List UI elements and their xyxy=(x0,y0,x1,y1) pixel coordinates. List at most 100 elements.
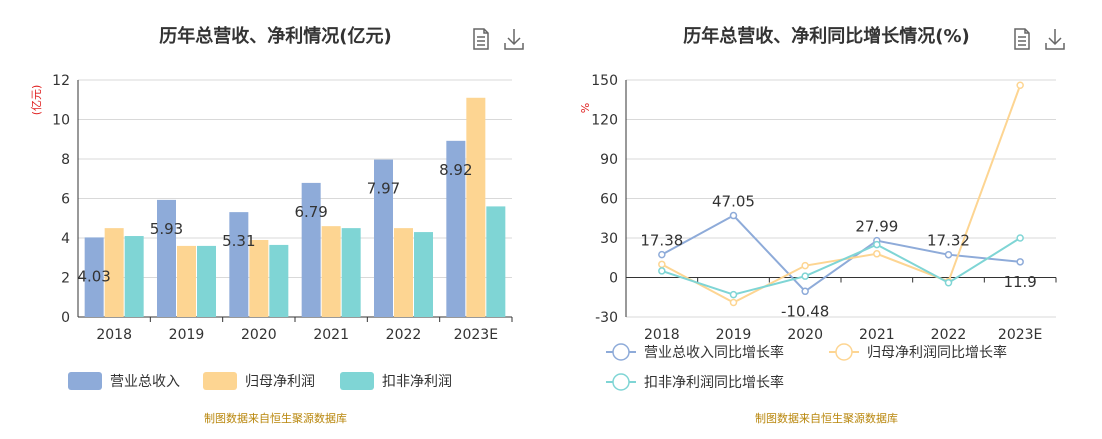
y-tick-label: 12 xyxy=(52,73,70,89)
x-tick-label: 2018 xyxy=(644,327,680,343)
bar xyxy=(414,232,433,317)
x-tick-label: 2021 xyxy=(313,327,349,343)
data-label: 47.05 xyxy=(712,193,755,211)
bar xyxy=(229,212,249,317)
x-tick-label: 2018 xyxy=(96,327,132,343)
bar xyxy=(486,206,506,317)
data-label: -10.48 xyxy=(781,302,829,320)
data-label: 5.31 xyxy=(222,232,255,250)
x-tick-label: 2022 xyxy=(931,327,967,343)
left-chart-panel: 历年总营收、净利情况(亿元) (亿元) 0 2 4 6 8 10 12 2018 4.03 2019… xyxy=(30,26,525,425)
legend-label: 归母净利润同比增长率 xyxy=(867,344,1007,361)
y-tick-label: 4 xyxy=(61,231,70,247)
footer-source: 制图数据来自恒生聚源数据库 xyxy=(755,412,898,425)
y-tick-label: 30 xyxy=(600,231,618,247)
bar xyxy=(341,228,361,317)
legend-label: 归母净利润 xyxy=(245,373,315,390)
legend-swatch xyxy=(203,372,237,390)
data-point xyxy=(1016,81,1024,90)
bar xyxy=(466,97,486,318)
y-tick-label: 120 xyxy=(591,113,618,129)
data-label: 17.38 xyxy=(640,232,683,250)
chart-title: 历年总营收、净利情况(亿元) xyxy=(159,26,392,47)
bar xyxy=(84,237,104,317)
legend-label: 扣非净利润 xyxy=(382,374,452,390)
data-label: 8.92 xyxy=(439,161,472,179)
download-icon[interactable] xyxy=(503,27,525,51)
bar xyxy=(374,159,393,317)
bar xyxy=(446,140,466,317)
series-line xyxy=(661,237,1021,296)
bar-chart: (亿元) 0 2 4 6 8 10 12 2018 4.03 2019 5.93 2020 5.31 202… xyxy=(30,73,513,390)
data-label: 6.79 xyxy=(294,203,327,221)
bar xyxy=(124,236,144,317)
x-tick-label: 2019 xyxy=(169,327,205,343)
series-line xyxy=(661,214,1021,293)
data-point xyxy=(729,298,738,307)
y-axis-label: (亿元) xyxy=(30,85,43,116)
x-tick-label: 2020 xyxy=(241,327,277,343)
bar xyxy=(177,245,196,317)
y-tick-label: 8 xyxy=(61,152,70,168)
document-icon[interactable] xyxy=(470,27,492,51)
bar xyxy=(269,244,289,317)
y-tick-label: 60 xyxy=(600,192,618,208)
data-point xyxy=(801,287,809,296)
data-label: 7.97 xyxy=(367,180,400,198)
bar xyxy=(249,239,269,317)
legend-label: 营业总收入 xyxy=(110,374,180,390)
bar xyxy=(394,228,413,317)
right-chart-panel: 历年总营收、净利同比增长情况(%) % -30 0 30 60 90 120 150 2018 2… xyxy=(551,0,1102,439)
y-tick-label: 2 xyxy=(61,271,70,287)
data-point xyxy=(658,267,666,275)
footer-source: 制图数据来自恒生聚源数据库 xyxy=(204,412,347,425)
x-tick-label: 2019 xyxy=(716,327,752,343)
y-tick-label: 10 xyxy=(52,113,70,129)
download-icon[interactable] xyxy=(1044,27,1066,51)
data-point xyxy=(1016,258,1024,266)
bar xyxy=(104,228,124,317)
legend-swatch xyxy=(68,372,102,390)
bar xyxy=(197,245,216,317)
data-point xyxy=(729,211,738,220)
y-tick-label: 6 xyxy=(61,192,70,208)
data-label: 4.03 xyxy=(77,267,110,285)
chart-title: 历年总营收、净利同比增长情况(%) xyxy=(683,26,970,47)
y-tick-label: 0 xyxy=(61,310,70,326)
data-point xyxy=(729,290,738,299)
x-tick-label: 2021 xyxy=(859,327,895,343)
legend-label: 营业总收入同比增长率 xyxy=(644,344,784,361)
y-tick-label: -30 xyxy=(595,310,618,326)
bar xyxy=(157,199,176,317)
legend-label: 扣非净利润同比增长率 xyxy=(644,374,784,391)
data-point xyxy=(944,250,953,259)
bar xyxy=(301,182,321,317)
y-tick-label: 90 xyxy=(600,152,618,168)
data-point xyxy=(944,279,953,287)
line-chart: % -30 0 30 60 90 120 150 2018 2019 2020 2021 2022 202… xyxy=(579,73,1057,391)
x-tick-label: 2023E xyxy=(454,327,498,343)
y-tick-label: 0 xyxy=(609,271,618,287)
y-tick-label: 150 xyxy=(591,73,618,89)
data-point xyxy=(801,261,809,270)
x-tick-label: 2023E xyxy=(998,327,1042,343)
data-point xyxy=(873,250,881,258)
document-icon[interactable] xyxy=(1011,27,1033,51)
bar xyxy=(321,226,341,317)
data-point xyxy=(1016,234,1024,242)
data-label: 17.32 xyxy=(927,232,970,250)
data-point xyxy=(873,240,881,249)
x-tick-label: 2020 xyxy=(787,327,823,343)
legend-marker xyxy=(835,343,853,361)
data-label: 27.99 xyxy=(855,218,898,236)
data-label: 11.9 xyxy=(1003,273,1036,291)
data-point xyxy=(658,260,666,269)
data-label: 5.93 xyxy=(150,220,183,238)
y-axis-label: % xyxy=(579,103,592,113)
legend-marker xyxy=(612,373,630,391)
x-tick-label: 2022 xyxy=(386,327,422,343)
legend-marker xyxy=(612,343,630,361)
data-point xyxy=(658,250,666,259)
data-point xyxy=(801,272,809,280)
legend-swatch xyxy=(340,372,374,390)
